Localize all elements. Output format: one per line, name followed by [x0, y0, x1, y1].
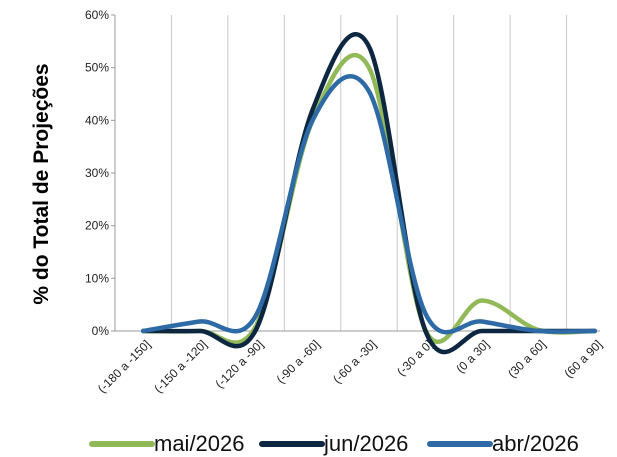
- legend-label: abr/2026: [492, 431, 579, 456]
- y-tick-label: 0%: [92, 324, 110, 338]
- legend-item: abr/2026: [427, 431, 579, 456]
- x-tick-label: (-90 a -60]: [274, 337, 323, 386]
- series-line-abr-2026: [140, 74, 598, 335]
- y-tick-label: 30%: [85, 166, 109, 180]
- x-tick-label: (-60 a -30]: [330, 337, 379, 386]
- y-tick-label: 40%: [85, 113, 109, 127]
- legend-label: mai/2026: [154, 431, 245, 456]
- y-tick-label: 60%: [85, 8, 109, 22]
- x-tick-label: (60 a 90]: [562, 337, 605, 380]
- y-tick-label: 50%: [85, 61, 109, 75]
- y-tick-label: 20%: [85, 219, 109, 233]
- legend-item: mai/2026: [89, 431, 245, 456]
- legend-item: jun/2026: [259, 431, 408, 456]
- y-axis-label: % do Total de Projeções: [30, 63, 53, 304]
- chart-series-lines: [140, 32, 598, 355]
- y-tick-label: 10%: [85, 271, 109, 285]
- y-axis-ticks: 0% 10% 20% 30% 40% 50% 60%: [85, 8, 115, 338]
- x-tick-label: (-180 a -150]: [95, 337, 153, 395]
- x-tick-label: (-150 a -120]: [151, 337, 209, 395]
- x-axis-ticks: (-180 a -150](-150 a -120] (-120 a -90] (-…: [95, 337, 605, 395]
- series-line-jun-2026: [140, 32, 598, 355]
- legend-label: jun/2026: [323, 431, 408, 456]
- series-line-mai-2026: [140, 52, 598, 345]
- chart-axes: [114, 15, 600, 332]
- chart-gridlines: [170, 15, 568, 331]
- chart-legend: mai/2026 jun/2026 abr/2026: [89, 431, 579, 456]
- x-tick-label: (30 a 60]: [505, 337, 548, 380]
